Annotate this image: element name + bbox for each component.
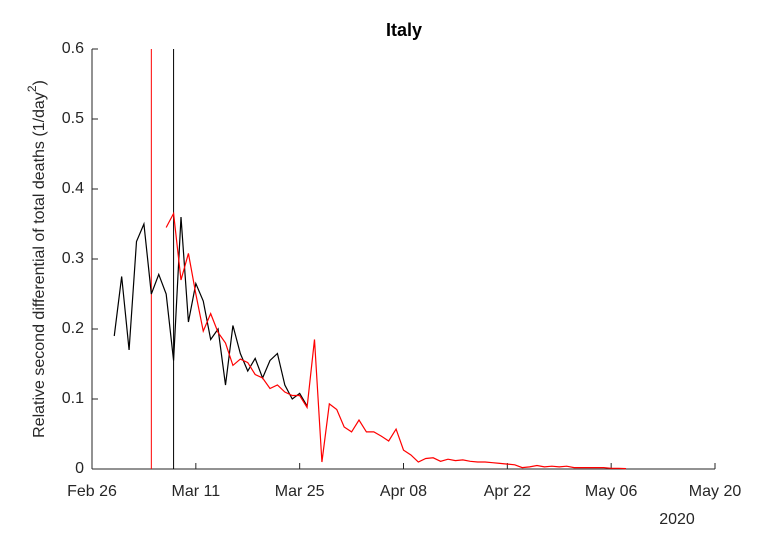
data-line <box>113 216 308 407</box>
y-label-text: Relative second differential of total de… <box>31 92 48 438</box>
y-label-end: ) <box>31 80 48 85</box>
x-tick-label: Apr 22 <box>484 483 531 500</box>
chart-title: Italy <box>386 20 422 40</box>
x-tick-label: May 20 <box>689 483 742 500</box>
x-tick-label: Mar 11 <box>172 483 221 500</box>
x-tick-label: Apr 08 <box>380 483 427 500</box>
y-tick-label: 0.6 <box>62 40 84 57</box>
y-tick-label: 0.5 <box>62 110 84 127</box>
y-tick-label: 0.2 <box>62 320 84 337</box>
y-axis-label: Relative second differential of total de… <box>25 80 48 438</box>
y-tick-label: 0.4 <box>62 180 84 197</box>
data-line <box>165 211 627 470</box>
y-label-sup: 2 <box>25 85 39 92</box>
y-tick-label: 0 <box>75 460 84 477</box>
x-tick-label: Feb 26 <box>67 483 117 500</box>
y-tick-label: 0.3 <box>62 250 84 267</box>
y-tick-label: 0.1 <box>62 390 84 407</box>
x-year-label: 2020 <box>659 511 695 528</box>
x-tick-label: May 06 <box>585 483 638 500</box>
x-tick-label: Mar 25 <box>275 483 325 500</box>
